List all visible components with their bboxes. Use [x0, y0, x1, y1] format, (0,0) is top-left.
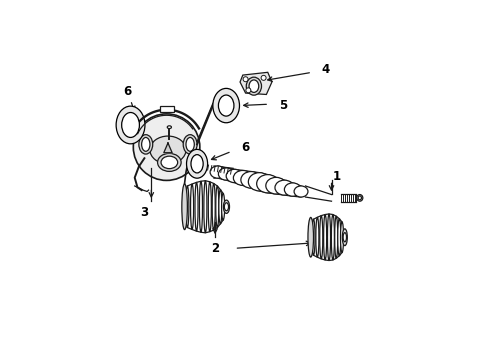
Ellipse shape	[316, 217, 319, 257]
Ellipse shape	[186, 138, 195, 151]
Ellipse shape	[219, 95, 234, 116]
Ellipse shape	[266, 177, 286, 194]
Circle shape	[243, 77, 248, 82]
Ellipse shape	[275, 180, 294, 195]
Ellipse shape	[257, 175, 279, 193]
Ellipse shape	[219, 168, 234, 180]
Circle shape	[261, 75, 266, 80]
Ellipse shape	[221, 193, 224, 220]
Polygon shape	[240, 72, 272, 94]
Ellipse shape	[158, 153, 181, 171]
Ellipse shape	[213, 89, 240, 123]
Ellipse shape	[167, 126, 171, 129]
Ellipse shape	[216, 186, 219, 228]
Ellipse shape	[161, 156, 178, 168]
Ellipse shape	[210, 166, 225, 178]
Ellipse shape	[199, 181, 202, 232]
Ellipse shape	[248, 173, 270, 191]
Ellipse shape	[182, 184, 187, 230]
Ellipse shape	[223, 200, 229, 213]
Text: 1: 1	[333, 170, 341, 183]
Ellipse shape	[308, 217, 314, 257]
Ellipse shape	[142, 138, 150, 151]
Ellipse shape	[246, 77, 262, 95]
Ellipse shape	[331, 215, 334, 260]
Ellipse shape	[212, 184, 215, 230]
Text: 3: 3	[140, 206, 148, 219]
Ellipse shape	[122, 112, 140, 138]
Ellipse shape	[357, 194, 363, 201]
Ellipse shape	[320, 216, 323, 259]
FancyBboxPatch shape	[160, 107, 173, 112]
Ellipse shape	[241, 172, 261, 188]
Ellipse shape	[139, 135, 153, 154]
Ellipse shape	[183, 135, 197, 154]
Ellipse shape	[204, 181, 207, 233]
Ellipse shape	[224, 203, 228, 211]
Ellipse shape	[341, 222, 343, 252]
Ellipse shape	[335, 216, 338, 258]
Ellipse shape	[323, 215, 327, 260]
Ellipse shape	[358, 196, 362, 200]
Ellipse shape	[338, 219, 341, 256]
Ellipse shape	[294, 186, 308, 197]
Circle shape	[246, 88, 251, 93]
Ellipse shape	[249, 80, 259, 93]
Ellipse shape	[233, 170, 252, 185]
Ellipse shape	[284, 183, 301, 196]
Ellipse shape	[186, 186, 189, 228]
Ellipse shape	[208, 182, 211, 232]
Ellipse shape	[226, 169, 243, 183]
Ellipse shape	[327, 214, 331, 261]
Ellipse shape	[150, 136, 186, 164]
Circle shape	[133, 114, 200, 180]
Ellipse shape	[343, 233, 346, 242]
Ellipse shape	[219, 190, 222, 224]
Text: 6: 6	[123, 85, 132, 98]
Ellipse shape	[343, 229, 347, 246]
Ellipse shape	[312, 219, 315, 255]
Ellipse shape	[191, 155, 203, 173]
Text: 6: 6	[242, 141, 250, 154]
Text: 5: 5	[279, 99, 287, 112]
Ellipse shape	[116, 106, 145, 144]
Ellipse shape	[195, 183, 198, 231]
Polygon shape	[164, 143, 172, 153]
Text: 2: 2	[211, 242, 219, 255]
Ellipse shape	[191, 184, 194, 229]
Text: 4: 4	[322, 63, 330, 76]
Ellipse shape	[187, 149, 208, 178]
